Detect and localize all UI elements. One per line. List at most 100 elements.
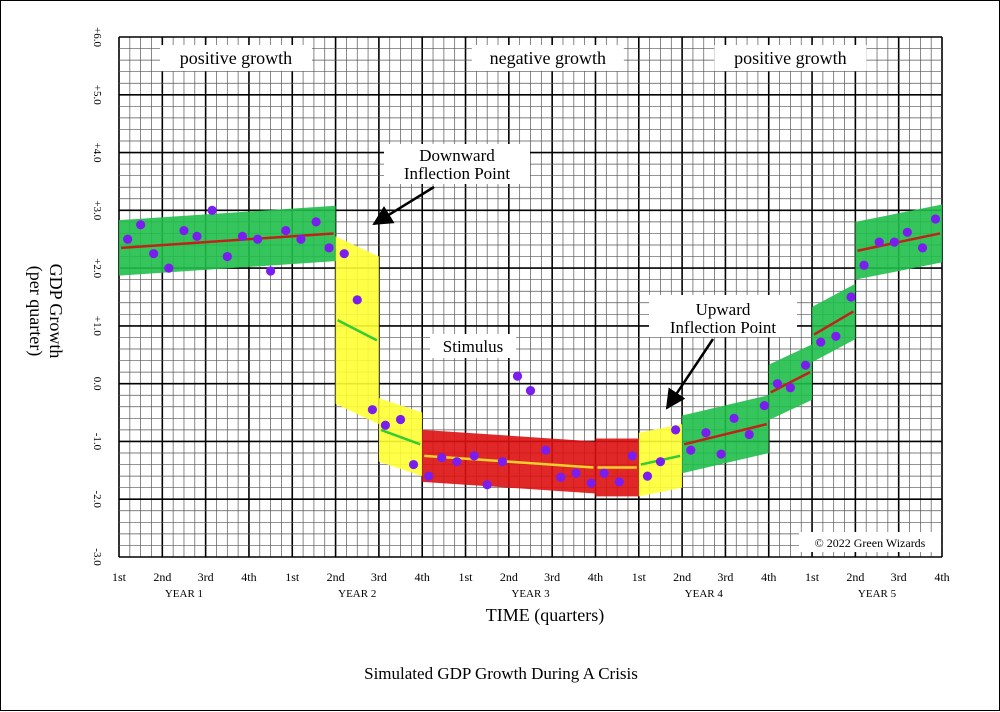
copyright: © 2022 Green Wizards (815, 536, 926, 550)
region-label-0: positive growth (180, 48, 293, 68)
data-point-32 (586, 478, 596, 488)
data-point-12 (296, 234, 306, 244)
data-point-39 (686, 445, 696, 455)
y-tick-label: +6.0 (91, 27, 103, 47)
data-point-9 (253, 234, 263, 244)
x-tick-label: 3rd (198, 570, 214, 584)
y-tick-label: +1.0 (91, 316, 103, 336)
data-point-30 (556, 472, 566, 482)
data-point-0 (123, 234, 133, 244)
downward-callout-line1: Downward (419, 146, 495, 165)
data-point-44 (759, 401, 770, 411)
data-point-37 (655, 457, 666, 467)
data-point-4 (179, 225, 189, 236)
data-point-45 (772, 379, 783, 389)
data-point-24 (469, 451, 479, 461)
data-point-5 (192, 231, 202, 241)
y-tick-label: +3.0 (91, 200, 103, 220)
downward-callout-line2: Inflection Point (404, 164, 511, 183)
data-point-54 (902, 227, 912, 237)
data-point-46 (785, 383, 795, 393)
year-label-4: YEAR 4 (685, 588, 724, 600)
data-point-10 (266, 266, 276, 276)
copyright-bg (799, 532, 941, 552)
y-tick-label: -2.0 (91, 491, 103, 509)
data-point-3 (164, 263, 174, 273)
trend-line-3 (424, 454, 594, 469)
data-point-43 (744, 429, 754, 440)
x-tick-label: 3rd (891, 570, 907, 584)
data-point-47 (800, 360, 811, 370)
data-point-35 (627, 451, 637, 461)
data-point-33 (599, 468, 609, 478)
data-point-15 (339, 249, 349, 259)
data-point-27 (512, 371, 523, 381)
data-point-14 (324, 243, 334, 253)
data-point-49 (831, 331, 841, 341)
trend-line-8 (813, 310, 855, 336)
data-point-16 (352, 295, 362, 305)
data-point-29 (541, 445, 551, 455)
x-axis-title: TIME (quarters) (486, 605, 604, 626)
x-tick-label: 4th (241, 570, 256, 584)
trend-line-2 (380, 428, 421, 446)
x-tick-label: 2nd (673, 570, 691, 584)
region-label-2: positive growth (734, 48, 847, 68)
trend-line-6 (683, 422, 768, 446)
data-point-21 (424, 471, 434, 481)
data-point-6 (207, 205, 217, 215)
data-points (123, 205, 941, 490)
region-labels: positive growth negative growth positive g… (159, 45, 867, 71)
data-point-25 (482, 480, 492, 490)
x-tick-label: 3rd (717, 570, 733, 584)
year-label-2: YEAR 2 (338, 588, 376, 600)
downward-arrow (372, 185, 435, 226)
x-tick-label: 4th (934, 570, 949, 584)
x-tick-label: 1st (805, 570, 820, 584)
data-point-13 (311, 217, 321, 227)
x-tick-label: 3rd (544, 570, 560, 584)
x-tick-label: 1st (285, 570, 300, 584)
data-point-1 (136, 220, 146, 230)
data-point-40 (701, 428, 711, 438)
upward-callout-bg (649, 295, 797, 337)
year-label-5: YEAR 5 (858, 588, 897, 600)
region-label-1: negative growth (490, 48, 606, 68)
data-point-20 (408, 459, 419, 470)
data-point-34 (614, 477, 624, 487)
trend-line-1 (337, 318, 378, 342)
data-point-23 (452, 457, 462, 467)
x-tick-label: 3rd (371, 570, 387, 584)
data-point-2 (149, 249, 159, 259)
data-point-11 (281, 225, 291, 236)
data-point-38 (671, 425, 681, 435)
data-point-53 (889, 237, 899, 247)
downward-callout-bg (384, 144, 530, 184)
y-axis-title: GDP Growth (46, 264, 66, 359)
y-tick-label: +5.0 (91, 85, 103, 105)
data-point-41 (716, 449, 726, 459)
data-point-50 (846, 292, 856, 302)
x-tick-label: 1st (112, 570, 127, 584)
region-label-bg-2 (714, 45, 867, 71)
y-tick-label: -3.0 (91, 548, 103, 566)
data-point-7 (222, 251, 232, 262)
region-label-bg-1 (471, 45, 624, 71)
x-tick-label: 1st (459, 570, 474, 584)
data-point-31 (571, 468, 581, 478)
data-point-52 (874, 237, 884, 247)
year-label-1: YEAR 1 (165, 588, 203, 600)
y-tick-label: +2.0 (91, 258, 103, 278)
data-point-17 (367, 405, 377, 415)
y-tick-label: +4.0 (91, 143, 103, 163)
figure-caption: Simulated GDP Growth During A Crisis (364, 664, 638, 683)
x-tick-label: 2nd (846, 570, 864, 584)
y-tick-label: -1.0 (91, 433, 103, 451)
upward-arrow (665, 338, 715, 410)
year-label-3: YEAR 3 (511, 588, 550, 600)
stimulus-label-bg (430, 334, 516, 358)
upward-callout-line2: Inflection Point (670, 318, 777, 337)
data-point-26 (497, 457, 507, 467)
x-tick-label: 4th (415, 570, 430, 584)
